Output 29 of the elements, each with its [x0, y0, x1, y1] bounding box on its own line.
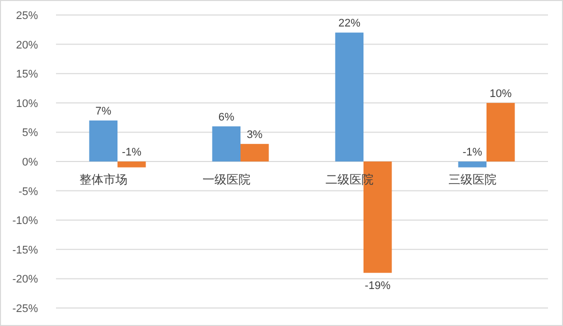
text: -19% [364, 280, 390, 292]
text: 10% [490, 88, 512, 100]
y-tick-label: -20% [12, 274, 38, 286]
y-tick-label: -5% [18, 186, 38, 198]
text: 3% [246, 128, 263, 141]
bar [240, 144, 269, 162]
text: -1% [122, 146, 142, 158]
bar [335, 32, 364, 162]
y-tick-label: 25% [16, 10, 38, 22]
bar [118, 162, 146, 168]
y-tick-label: 0% [22, 156, 38, 168]
bar [89, 120, 118, 162]
bar [486, 102, 515, 162]
y-tick-label: 15% [16, 68, 38, 81]
y-tick-label: -15% [12, 244, 38, 256]
y-tick-label: -25% [12, 303, 38, 315]
y-tick-label: 10% [16, 98, 38, 110]
text: 6% [218, 111, 234, 124]
bar [212, 126, 240, 162]
y-tick-label: 5% [22, 127, 38, 140]
x-tick-label: 整体市场 [79, 172, 128, 186]
text: 22% [338, 18, 360, 30]
x-tick-label: 一级医院 [202, 172, 250, 186]
bar [458, 162, 486, 168]
text: -1% [462, 146, 482, 158]
y-tick-label: -10% [12, 215, 38, 228]
text: 7% [95, 105, 112, 118]
x-tick-label: 三级医院 [448, 172, 496, 186]
y-tick-label: 20% [16, 39, 38, 52]
